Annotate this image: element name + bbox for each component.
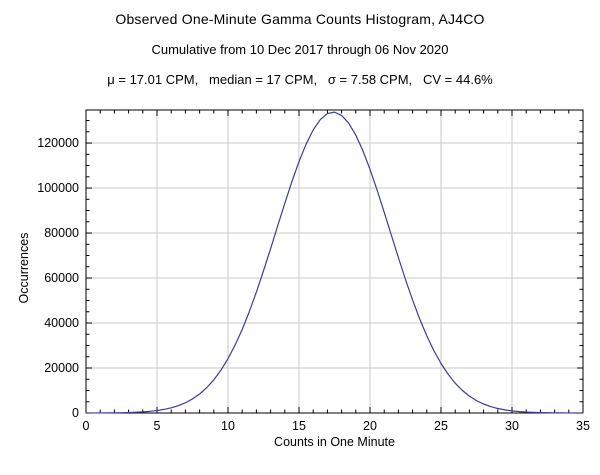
x-axis-tick-label: 15 — [292, 419, 306, 433]
x-axis-tick-label: 35 — [576, 419, 590, 433]
x-axis-tick-label: 20 — [363, 419, 377, 433]
x-axis-tick-label: 10 — [221, 419, 235, 433]
y-axis-tick-label: 20000 — [44, 361, 79, 375]
y-axis-tick-label: 60000 — [44, 271, 79, 285]
chart-title: Observed One-Minute Gamma Counts Histogr… — [115, 11, 485, 27]
x-axis-title: Counts in One Minute — [274, 435, 395, 449]
x-axis-tick-label: 30 — [505, 419, 519, 433]
plot-frame — [85, 109, 584, 414]
x-axis-tick-label: 25 — [434, 419, 448, 433]
histogram-curve — [85, 111, 584, 414]
y-axis-tick-label: 0 — [72, 406, 79, 420]
chart-subtitle: Cumulative from 10 Dec 2017 through 06 N… — [151, 42, 449, 57]
y-axis-tick-label: 100000 — [37, 181, 79, 195]
x-axis-tick-label: 5 — [154, 419, 161, 433]
y-axis-tick-label: 40000 — [44, 316, 79, 330]
y-axis-tick-label: 80000 — [44, 226, 79, 240]
x-axis-tick-label: 0 — [83, 419, 90, 433]
chart-stats-line: μ = 17.01 CPM, median = 17 CPM, σ = 7.58… — [107, 72, 493, 87]
y-axis-tick-label: 120000 — [37, 136, 79, 150]
y-axis-title: Occurrences — [17, 232, 31, 304]
